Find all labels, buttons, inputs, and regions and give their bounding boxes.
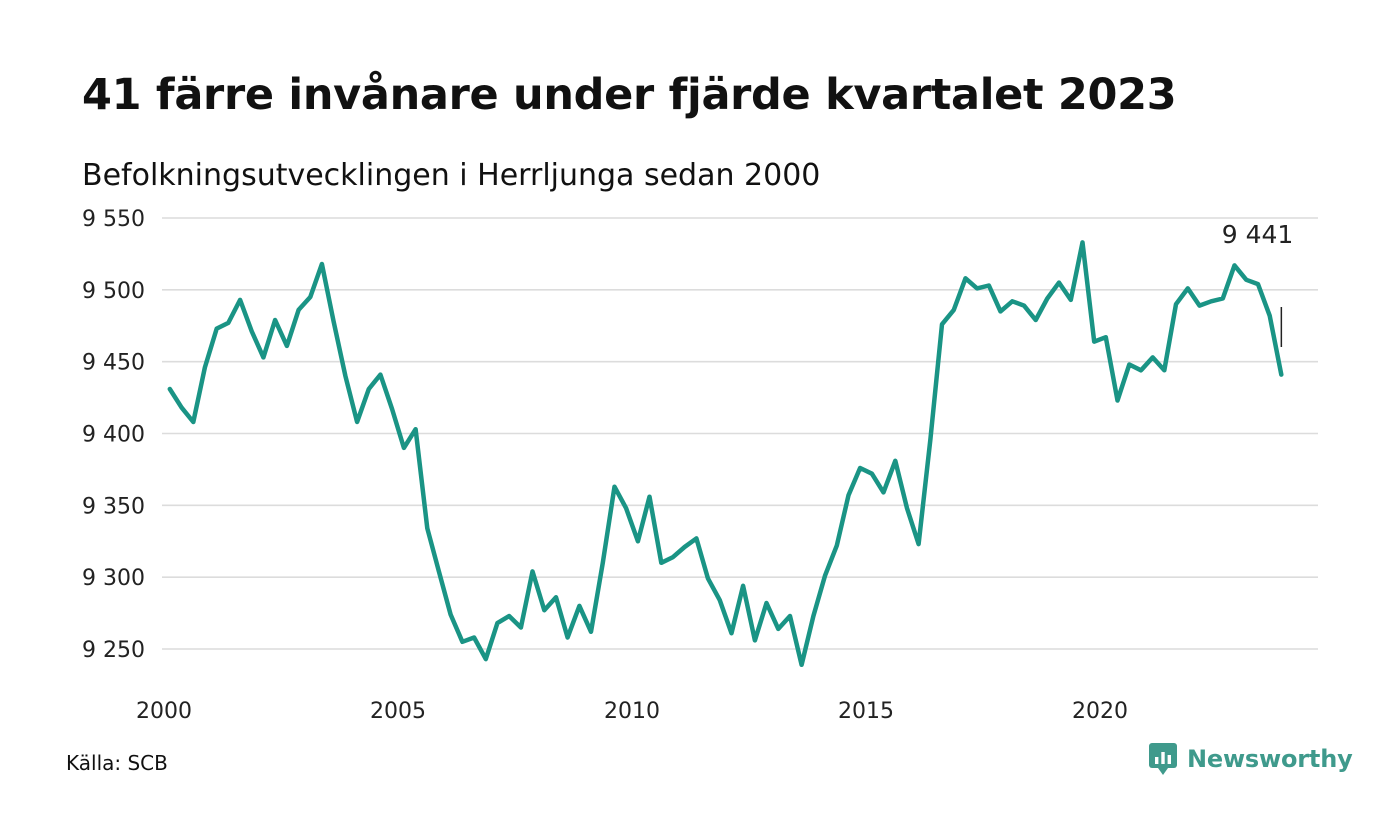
brand-logo[interactable]: Newsworthy [1148,742,1353,776]
brand-name: Newsworthy [1187,745,1353,773]
series-layer [167,240,1284,668]
y-tick-label: 9 550 [82,207,145,232]
x-axis-ticks: 2000 2005 2010 2015 2020 [136,699,1128,724]
y-tick-label: 9 250 [82,638,145,663]
newsworthy-logo-icon [1149,743,1177,775]
y-axis-ticks: 9 250 9 300 9 350 9 400 9 450 9 500 9 550 [82,207,145,663]
y-tick-label: 9 400 [82,423,145,448]
series-line [167,240,1284,668]
chart-title: 41 färre invånare under fjärde kvartalet… [82,70,1177,120]
x-tick-label: 2020 [1072,699,1128,724]
x-tick-label: 2015 [838,699,894,724]
grid-lines [162,217,1318,650]
y-tick-label: 9 450 [82,351,145,376]
y-tick-label: 9 500 [82,279,145,304]
source-note: Källa: SCB [66,751,168,775]
chart-subtitle: Befolkningsutvecklingen i Herrljunga sed… [82,158,821,193]
x-tick-label: 2000 [136,699,192,724]
annotation-layer: 9 441 [1222,220,1294,347]
x-tick-label: 2005 [370,699,426,724]
annotation-label: 9 441 [1222,220,1294,249]
y-tick-label: 9 300 [82,566,145,591]
y-tick-label: 9 350 [82,494,145,519]
x-tick-label: 2010 [604,699,660,724]
